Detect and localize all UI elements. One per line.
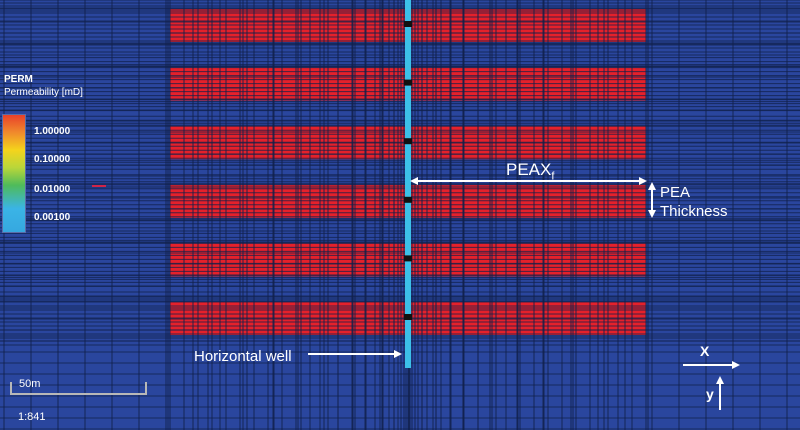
perforation-1 bbox=[404, 21, 412, 27]
horizontal-well bbox=[405, 0, 411, 368]
x-axis-label: X bbox=[700, 343, 710, 359]
scale-ratio: 1:841 bbox=[18, 411, 46, 423]
legend-tick-2: 0.10000 bbox=[34, 154, 71, 165]
pea-thickness-line2: Thickness bbox=[660, 203, 728, 220]
pea-xf-base: PEAX bbox=[506, 160, 552, 179]
legend-tick-1: 1.00000 bbox=[34, 126, 71, 137]
perforation-5 bbox=[404, 255, 412, 262]
permeability-legend: PERM Permeability [mD] 1.00000 0.10000 0… bbox=[0, 74, 140, 234]
legend-subtitle: Permeability [mD] bbox=[4, 87, 83, 98]
scale-length-label: 50m bbox=[19, 378, 41, 390]
perforation-2 bbox=[404, 79, 412, 86]
perforation-4 bbox=[404, 196, 412, 203]
legend-dash-icon bbox=[92, 185, 106, 187]
legend-tick-3: 0.01000 bbox=[34, 184, 71, 195]
legend-tick-4: 0.00100 bbox=[34, 212, 71, 223]
legend-color-bar bbox=[2, 114, 26, 233]
perforation-3 bbox=[404, 138, 412, 145]
horizontal-well-label: Horizontal well bbox=[194, 348, 292, 365]
scale-bar bbox=[10, 382, 147, 395]
pea-thickness-line1: PEA bbox=[660, 184, 691, 201]
pea-xf-label: PEAXf bbox=[506, 160, 554, 182]
pea-xf-subscript: f bbox=[551, 170, 555, 183]
pea-thickness-label: PEA Thickness bbox=[660, 183, 728, 221]
legend-title: PERM bbox=[4, 74, 33, 85]
perforation-6 bbox=[404, 314, 412, 320]
y-axis-label: y bbox=[706, 386, 714, 402]
